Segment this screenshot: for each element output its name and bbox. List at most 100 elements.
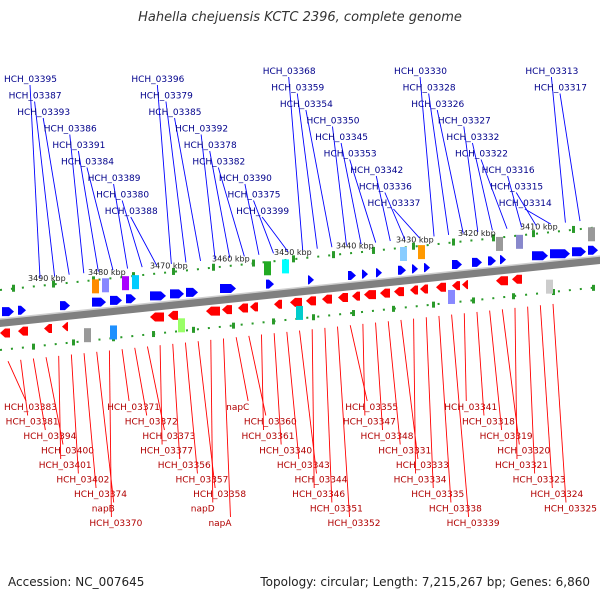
leader-line xyxy=(70,354,79,474)
leader-line xyxy=(184,342,198,474)
lower-tick xyxy=(312,314,315,321)
gene-label: HCH_03390 xyxy=(219,174,272,184)
feature-block xyxy=(496,236,503,251)
leader-line xyxy=(217,167,245,257)
leader-line xyxy=(340,142,362,245)
gene-label: HCH_03341 xyxy=(444,403,497,413)
leader-line xyxy=(375,322,384,431)
major-tick xyxy=(292,255,295,263)
reverse-gene-arrow xyxy=(150,312,164,322)
feature-block xyxy=(84,328,91,343)
major-tick xyxy=(172,267,175,275)
lower-tick xyxy=(512,293,515,300)
leader-line xyxy=(86,167,114,271)
gene-label: HCH_03378 xyxy=(184,141,237,151)
leader-line xyxy=(261,334,264,431)
gene-label: napA xyxy=(208,519,232,529)
gene-label: HCH_03360 xyxy=(244,418,297,428)
leader-line xyxy=(273,333,282,445)
gene-label: HCH_03400 xyxy=(41,447,94,457)
scale-label: 3430 kbp xyxy=(396,235,434,244)
leader-line xyxy=(108,350,112,518)
leader-line xyxy=(480,159,508,229)
gene-label: HCH_03356 xyxy=(158,461,211,471)
gene-label: HCH_03358 xyxy=(193,490,246,500)
leader-line xyxy=(134,347,148,416)
leader-line xyxy=(375,175,391,242)
lower-tick xyxy=(232,322,235,329)
leader-line xyxy=(384,192,406,240)
leader-line xyxy=(514,307,518,460)
reverse-gene-arrow xyxy=(238,303,248,313)
gene-label: HCH_03384 xyxy=(61,158,114,168)
gene-label: HCH_03313 xyxy=(525,67,578,77)
gene-label: HCH_03388 xyxy=(105,207,158,217)
reverse-gene-arrow xyxy=(496,276,508,286)
lower-scale-line xyxy=(0,286,600,351)
gene-label: HCH_03386 xyxy=(44,125,97,135)
gene-label: HCH_03337 xyxy=(367,199,420,209)
gene-label: HCH_03379 xyxy=(140,92,193,102)
scale-label: 3440 kbp xyxy=(336,242,374,251)
leader-line xyxy=(32,358,46,431)
leader-line xyxy=(489,310,503,431)
leader-line xyxy=(362,323,366,416)
lower-tick xyxy=(392,305,395,312)
major-tick xyxy=(572,225,575,233)
gene-label: HCH_03345 xyxy=(315,133,368,143)
gene-label: HCH_03342 xyxy=(350,166,403,176)
gene-label: HCH_03347 xyxy=(343,418,396,428)
leader-line xyxy=(159,345,163,445)
gene-label: napB xyxy=(92,505,115,515)
forward-gene-arrow xyxy=(2,307,14,317)
gene-label: HCH_03346 xyxy=(292,490,345,500)
feature-block xyxy=(102,278,109,293)
leader-line xyxy=(539,305,553,489)
gene-label: HCH_03357 xyxy=(175,476,228,486)
gene-label: HCH_03350 xyxy=(306,117,359,127)
leader-line xyxy=(244,183,260,255)
leader-line xyxy=(209,150,231,258)
gene-label: napC xyxy=(226,403,249,413)
reverse-gene-arrow xyxy=(290,297,302,307)
gene-label: HCH_03331 xyxy=(378,447,431,457)
gene-label: HCH_03351 xyxy=(310,505,363,515)
leader-line xyxy=(507,175,523,228)
forward-gene-arrow xyxy=(550,249,570,259)
gene-label: HCH_03387 xyxy=(9,92,62,102)
gene-label: HCH_03354 xyxy=(280,100,333,110)
scale-label: 3450 kbp xyxy=(274,248,312,257)
feature-block xyxy=(448,289,455,304)
gene-label: HCH_03389 xyxy=(88,174,141,184)
forward-gene-arrow xyxy=(376,268,382,278)
gene-label: HCH_03382 xyxy=(192,158,245,168)
forward-gene-arrow xyxy=(532,251,548,261)
gene-label: HCH_03335 xyxy=(411,490,464,500)
gene-label: HCH_03336 xyxy=(359,183,412,193)
leader-line xyxy=(20,359,29,416)
major-tick xyxy=(332,251,335,259)
forward-gene-arrow xyxy=(488,256,496,266)
forward-gene-arrow xyxy=(110,295,122,305)
gene-label: HCH_03371 xyxy=(107,403,160,413)
reverse-gene-arrow xyxy=(222,305,232,315)
gene-label: HCH_03394 xyxy=(23,432,76,442)
leader-line xyxy=(83,353,97,489)
leader-line xyxy=(288,76,304,251)
reverse-gene-arrow xyxy=(512,274,522,284)
reverse-gene-arrow xyxy=(250,302,258,312)
scale-label: 3420 kbp xyxy=(458,229,496,238)
lower-tick xyxy=(472,297,475,304)
lower-tick xyxy=(552,289,555,296)
forward-gene-arrow xyxy=(472,257,482,267)
lower-tick xyxy=(272,318,275,325)
leader-line xyxy=(550,76,566,223)
leader-line xyxy=(174,117,201,262)
gene-label: HCH_03396 xyxy=(131,75,184,85)
gene-label: HCH_03377 xyxy=(140,447,193,457)
feature-block xyxy=(282,259,289,274)
gene-label: HCH_03315 xyxy=(490,183,543,193)
leader-line xyxy=(77,150,99,272)
leader-line xyxy=(311,329,315,489)
